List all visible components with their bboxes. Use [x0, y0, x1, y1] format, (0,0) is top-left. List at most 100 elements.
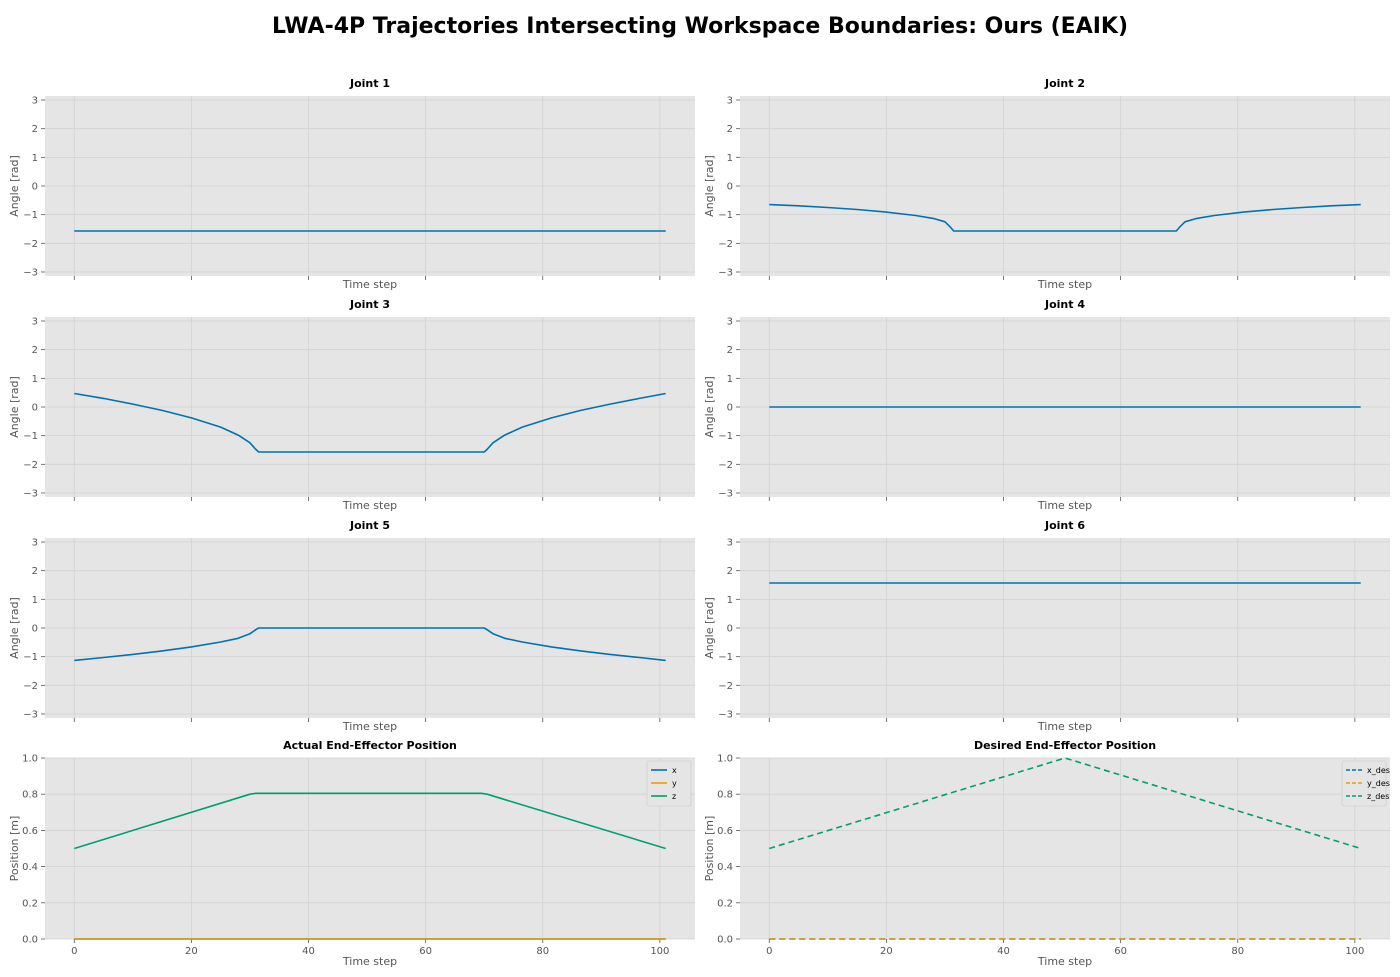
- y-tick-label: 3: [727, 96, 733, 107]
- x-tick-label: 20: [880, 946, 893, 957]
- y-tick-label: −1: [718, 652, 733, 663]
- series-line-1: [74, 392, 666, 453]
- y-tick-label: 0: [727, 624, 733, 635]
- plot-area: [740, 758, 1390, 939]
- x-tick-label: 100: [650, 946, 669, 957]
- subplot-2: −3 −2 −1 0 1 2 3 Joint 2 Time step Angle [rad]: [703, 77, 1390, 291]
- subplot-1: −3 −2 −1 0 1 2 3 Joint 1 Time step Angle [rad]: [8, 77, 695, 291]
- y-tick-label: −2: [718, 239, 733, 250]
- y-tick-label: −2: [718, 460, 733, 471]
- y-tick-label: 0.8: [717, 790, 733, 801]
- x-axis-label: Time step: [1037, 278, 1092, 291]
- y-tick-label: 2: [32, 566, 38, 577]
- y-tick-label: −3: [23, 488, 38, 499]
- subplot-title: Joint 4: [1044, 298, 1085, 311]
- y-tick-label: 2: [727, 124, 733, 135]
- series-line-z_des: [769, 757, 1361, 850]
- y-tick-label: −1: [718, 210, 733, 221]
- y-tick-label: −1: [23, 210, 38, 221]
- y-axis-label: Angle [rad]: [8, 597, 21, 659]
- y-axis-label: Angle [rad]: [703, 155, 716, 217]
- subplot-3: −3 −2 −1 0 1 2 3 Joint 3 Time step Angle [rad]: [8, 298, 695, 512]
- x-tick-label: 40: [997, 946, 1010, 957]
- y-tick-label: −2: [23, 239, 38, 250]
- x-axis-label: Time step: [1037, 955, 1092, 968]
- legend-label: z: [672, 792, 676, 801]
- y-tick-label: 0: [727, 182, 733, 193]
- subplot-title: Joint 6: [1044, 519, 1085, 532]
- subplot-title: Desired End-Effector Position: [974, 739, 1156, 752]
- x-tick-label: 0: [766, 946, 772, 957]
- plot-area: [45, 758, 695, 939]
- subplot-4: −3 −2 −1 0 1 2 3 Joint 4 Time step Angle [rad]: [703, 298, 1390, 512]
- x-tick-label: 40: [302, 946, 315, 957]
- subplot-title: Joint 1: [349, 77, 390, 90]
- subplot-7: 0.0 0.2 0.4 0.6 0.8 1.0 0 20 40 60 80 100 Actual End…: [8, 739, 695, 968]
- series-line-1: [74, 627, 666, 662]
- y-tick-label: 2: [32, 345, 38, 356]
- x-axis-label: Time step: [342, 955, 397, 968]
- x-tick-label: 60: [419, 946, 432, 957]
- y-tick-label: 0.6: [717, 826, 733, 837]
- y-tick-label: 0: [727, 403, 733, 414]
- series-line-1: [769, 203, 1361, 232]
- x-axis-label: Time step: [342, 499, 397, 512]
- y-tick-label: −3: [23, 709, 38, 720]
- y-axis-label: Angle [rad]: [703, 376, 716, 438]
- subplot-6: −3 −2 −1 0 1 2 3 Joint 6 Time step Angle [rad]: [703, 519, 1390, 733]
- y-tick-label: 1: [727, 595, 733, 606]
- y-tick-label: 1.0: [22, 754, 38, 765]
- x-tick-label: 80: [1231, 946, 1244, 957]
- y-tick-label: 2: [727, 345, 733, 356]
- legend-label: z_des: [1367, 792, 1389, 801]
- y-tick-label: 0: [32, 182, 38, 193]
- y-tick-label: −2: [23, 681, 38, 692]
- page-title: LWA-4P Trajectories Intersecting Workspa…: [271, 14, 1129, 39]
- y-axis-label: Angle [rad]: [8, 376, 21, 438]
- x-tick-label: 0: [71, 946, 77, 957]
- x-axis-label: Time step: [342, 720, 397, 733]
- y-tick-label: 3: [32, 96, 38, 107]
- legend-box: [646, 760, 692, 807]
- y-tick-label: −3: [23, 267, 38, 278]
- y-tick-label: 0: [32, 403, 38, 414]
- y-tick-label: −1: [718, 431, 733, 442]
- legend-label: x: [672, 766, 677, 775]
- y-tick-label: 1: [727, 374, 733, 385]
- y-tick-label: −2: [718, 681, 733, 692]
- subplot-8: 0.0 0.2 0.4 0.6 0.8 1.0 0 20 40 60 80 100 Desired En…: [703, 739, 1390, 968]
- subplot-title: Actual End-Effector Position: [283, 739, 457, 752]
- x-axis-label: Time step: [1037, 720, 1092, 733]
- y-tick-label: 0.4: [22, 862, 38, 873]
- x-tick-label: 60: [1114, 946, 1127, 957]
- y-tick-label: −3: [718, 709, 733, 720]
- y-axis-label: Position [m]: [8, 816, 21, 882]
- subplot-title: Joint 3: [349, 298, 390, 311]
- subplot-title: Joint 2: [1044, 77, 1085, 90]
- y-axis-label: Angle [rad]: [8, 155, 21, 217]
- x-axis-label: Time step: [1037, 499, 1092, 512]
- x-tick-label: 100: [1345, 946, 1364, 957]
- y-tick-label: −1: [23, 652, 38, 663]
- y-tick-label: −3: [718, 267, 733, 278]
- subplot-5: −3 −2 −1 0 1 2 3 Joint 5 Time step Angle [rad]: [8, 519, 695, 733]
- y-tick-label: 0.4: [717, 862, 733, 873]
- series-line-z: [74, 792, 666, 850]
- y-tick-label: 0.2: [22, 898, 38, 909]
- y-tick-label: 0.0: [22, 935, 38, 946]
- y-tick-label: 0.8: [22, 790, 38, 801]
- y-tick-label: 3: [32, 317, 38, 328]
- legend-label: y_des: [1367, 779, 1390, 788]
- y-tick-label: 1: [32, 153, 38, 164]
- y-tick-label: 0: [32, 624, 38, 635]
- y-axis-label: Angle [rad]: [703, 597, 716, 659]
- x-tick-label: 20: [185, 946, 198, 957]
- y-tick-label: 3: [32, 538, 38, 549]
- x-axis-label: Time step: [342, 278, 397, 291]
- y-tick-label: 2: [32, 124, 38, 135]
- y-tick-label: −3: [718, 488, 733, 499]
- y-tick-label: 3: [727, 317, 733, 328]
- y-tick-label: 1: [32, 595, 38, 606]
- y-tick-label: 2: [727, 566, 733, 577]
